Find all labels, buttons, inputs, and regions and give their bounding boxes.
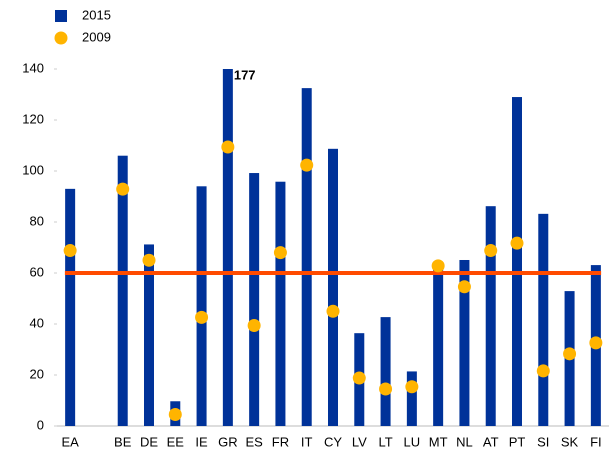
bar [117,155,128,426]
bar [65,188,76,426]
y-tick-label: 140 [22,60,44,75]
x-tick-label: PT [509,434,526,449]
dot [221,140,235,154]
bar [144,244,154,426]
dot [247,319,261,333]
bar [512,97,522,427]
x-tick-label: AT [483,434,499,449]
dot [300,158,314,172]
dot [563,347,577,361]
dot [273,246,287,260]
y-tick-label: 40 [30,315,44,330]
dot [431,259,445,273]
legend-label: 2009 [82,29,111,44]
bar [301,88,312,426]
dot [405,380,419,394]
x-tick-label: BE [114,434,132,449]
bar [328,148,338,426]
dot [195,310,209,324]
bar [459,259,470,426]
y-tick-label: 80 [30,213,44,228]
bar [380,317,391,426]
y-tick-label: 0 [37,417,44,432]
y-tick-label: 20 [30,366,44,381]
x-tick-label: EA [61,434,79,449]
x-tick-label: ES [245,434,263,449]
x-tick-label: SI [537,434,549,449]
dot [63,244,77,258]
x-tick-label: NL [456,434,473,449]
x-tick-label: SK [561,434,579,449]
y-tick-label: 100 [22,162,44,177]
value-label: 177 [234,67,256,82]
x-tick-label: LT [378,434,392,449]
x-tick-label: DE [140,434,158,449]
dot [168,408,182,422]
x-tick-label: IT [301,434,313,449]
dot [589,336,603,350]
x-tick-label: MT [429,434,448,449]
bar [433,263,444,426]
y-tick-label: 60 [30,264,44,279]
bar [406,371,417,426]
dot [116,182,130,196]
dot [484,244,498,258]
y-tick-label: 120 [22,111,44,126]
x-tick-label: CY [324,434,342,449]
dot [326,304,340,318]
x-tick-label: IE [195,434,208,449]
x-tick-label: LV [352,434,367,449]
bar [196,186,207,426]
dot [379,382,393,396]
legend-swatch [54,31,68,45]
x-tick-label: EE [167,434,185,449]
bar [249,173,260,426]
dot [457,280,471,294]
x-tick-label: GR [218,434,238,449]
bar [538,213,549,426]
bar [275,181,286,426]
dot [536,364,550,378]
x-tick-label: LU [404,434,421,449]
bar [485,206,496,426]
dot [510,236,524,250]
bar [222,69,233,426]
dot [142,253,156,267]
dot [352,371,366,385]
legend-label: 2015 [82,7,111,22]
legend-swatch [55,10,67,22]
x-tick-label: FI [590,434,602,449]
x-tick-label: FR [272,434,289,449]
